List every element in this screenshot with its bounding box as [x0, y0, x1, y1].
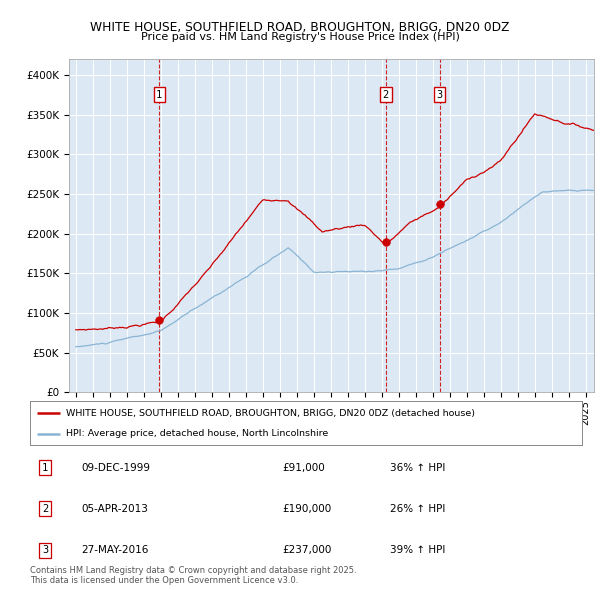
Text: £237,000: £237,000: [282, 545, 331, 555]
Text: 1: 1: [156, 90, 163, 100]
Text: 36% ↑ HPI: 36% ↑ HPI: [390, 463, 445, 473]
Text: 2: 2: [42, 504, 48, 514]
Text: WHITE HOUSE, SOUTHFIELD ROAD, BROUGHTON, BRIGG, DN20 0DZ: WHITE HOUSE, SOUTHFIELD ROAD, BROUGHTON,…: [91, 21, 509, 34]
Text: £190,000: £190,000: [282, 504, 331, 514]
Text: 3: 3: [42, 545, 48, 555]
Text: 26% ↑ HPI: 26% ↑ HPI: [390, 504, 445, 514]
Text: WHITE HOUSE, SOUTHFIELD ROAD, BROUGHTON, BRIGG, DN20 0DZ (detached house): WHITE HOUSE, SOUTHFIELD ROAD, BROUGHTON,…: [66, 409, 475, 418]
Text: HPI: Average price, detached house, North Lincolnshire: HPI: Average price, detached house, Nort…: [66, 429, 328, 438]
Text: 05-APR-2013: 05-APR-2013: [81, 504, 148, 514]
Text: 2: 2: [383, 90, 389, 100]
Text: Price paid vs. HM Land Registry's House Price Index (HPI): Price paid vs. HM Land Registry's House …: [140, 32, 460, 42]
Text: 1: 1: [42, 463, 48, 473]
Text: 09-DEC-1999: 09-DEC-1999: [81, 463, 150, 473]
Text: 3: 3: [437, 90, 443, 100]
Text: Contains HM Land Registry data © Crown copyright and database right 2025.
This d: Contains HM Land Registry data © Crown c…: [30, 566, 356, 585]
Text: 39% ↑ HPI: 39% ↑ HPI: [390, 545, 445, 555]
Text: £91,000: £91,000: [282, 463, 325, 473]
Text: 27-MAY-2016: 27-MAY-2016: [81, 545, 148, 555]
